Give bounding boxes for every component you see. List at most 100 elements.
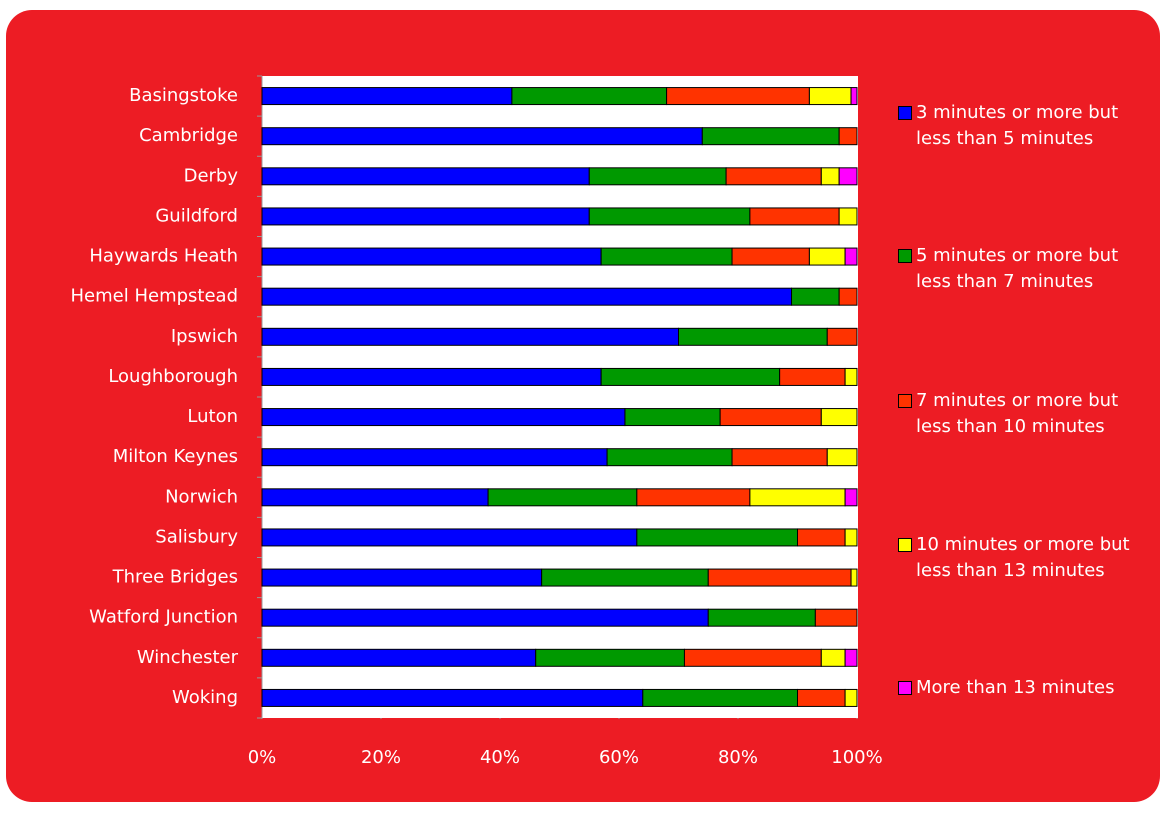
bar-segment [826,448,858,467]
bar-segment [808,87,852,106]
legend-item: 7 minutes or more but less than 10 minut… [898,388,1148,440]
bar-segment [261,127,703,146]
bar-segment [707,568,852,587]
bar-segment [797,528,846,547]
bar-segment [624,408,721,427]
bar-segment [261,167,590,186]
bar-segment [535,648,685,667]
y-tick-label: Derby [184,165,239,186]
bar-segment [820,167,840,186]
bar-segment [820,648,846,667]
x-tick-label: 0% [248,747,277,768]
legend-swatch [898,249,912,263]
bar-segment [636,528,798,547]
bar-segment [844,488,858,507]
y-tick-label: Salisbury [155,526,238,547]
bar-segment [261,448,608,467]
y-tick-label: Winchester [137,647,239,668]
bar-segment [261,528,638,547]
bar-segment [808,247,846,266]
bar-segment [731,448,828,467]
bar-segment [606,448,733,467]
bar-segment [600,247,733,266]
bar-segment [814,608,858,627]
y-tick-label: Ipswich [171,326,238,347]
bar-segment [731,247,810,266]
bar-segment [261,247,602,266]
bar-segment [541,568,709,587]
bar-segment [844,688,858,707]
y-tick-label: Hemel Hempstead [71,286,238,307]
bar-segment [261,648,537,667]
bar-segment [838,207,858,226]
legend-swatch [898,681,912,695]
bar-segment [261,367,602,386]
bar-segment [261,488,489,507]
x-tick-label: 100% [831,747,882,768]
y-tick-label: Milton Keynes [113,446,238,467]
bar-segment [820,408,858,427]
x-tick-label: 60% [599,747,639,768]
bar-segment [683,648,822,667]
legend-swatch [898,106,912,120]
y-tick-label: Three Bridges [112,567,238,588]
legend-label: 5 minutes or more but less than 7 minute… [916,245,1119,292]
bar-segment [261,207,590,226]
legend-label: 10 minutes or more but less than 13 minu… [916,534,1130,581]
bar-segment [844,247,858,266]
bar-segment [844,367,858,386]
y-tick-label: Watford Junction [89,607,238,628]
x-tick-label: 40% [480,747,520,768]
y-tick-label: Loughborough [108,366,238,387]
y-tick-label: Basingstoke [129,85,238,106]
bar-segment [588,167,727,186]
bar-segment [749,207,840,226]
legend-label: More than 13 minutes [916,677,1115,698]
legend-swatch [898,538,912,552]
legend-item: More than 13 minutes [898,675,1148,701]
bar-segment [850,87,858,106]
bar-segment [666,87,810,106]
y-tick-label: Haywards Heath [89,246,238,267]
x-tick-label: 80% [718,747,758,768]
bar-segment [701,127,840,146]
bar-segment [600,367,781,386]
legend-item: 3 minutes or more but less than 5 minute… [898,100,1148,152]
bar-segment [261,87,513,106]
bar-segment [588,207,751,226]
bar-segment [511,87,668,106]
bar-segment [261,688,644,707]
bar-segment [261,608,709,627]
bar-segment [850,568,858,587]
bar-segment [838,167,858,186]
bar-segment [261,568,543,587]
bar-segment [487,488,638,507]
legend-item: 10 minutes or more but less than 13 minu… [898,532,1148,584]
legend-label: 7 minutes or more but less than 10 minut… [916,390,1119,437]
bar-segment [678,327,828,346]
legend-label: 3 minutes or more but less than 5 minute… [916,102,1119,149]
bar-segment [707,608,816,627]
y-tick-label: Woking [172,687,238,708]
legend-item: 5 minutes or more but less than 7 minute… [898,243,1148,295]
y-tick-label: Norwich [165,486,238,507]
bar-segment [636,488,751,507]
bar-segment [838,287,858,306]
bar-segment [261,287,793,306]
x-tick-label: 20% [361,747,401,768]
y-tick-label: Guildford [155,205,238,226]
bar-segment [791,287,840,306]
bar-segment [261,327,679,346]
bar-segment [838,127,858,146]
bar-segment [719,408,822,427]
bar-segment [642,688,798,707]
legend-swatch [898,394,912,408]
y-tick-label: Cambridge [139,125,238,146]
bar-segment [749,488,846,507]
bar-segment [261,408,626,427]
y-tick-label: Luton [187,406,238,427]
bar-segment [725,167,822,186]
bar-segment [844,648,858,667]
